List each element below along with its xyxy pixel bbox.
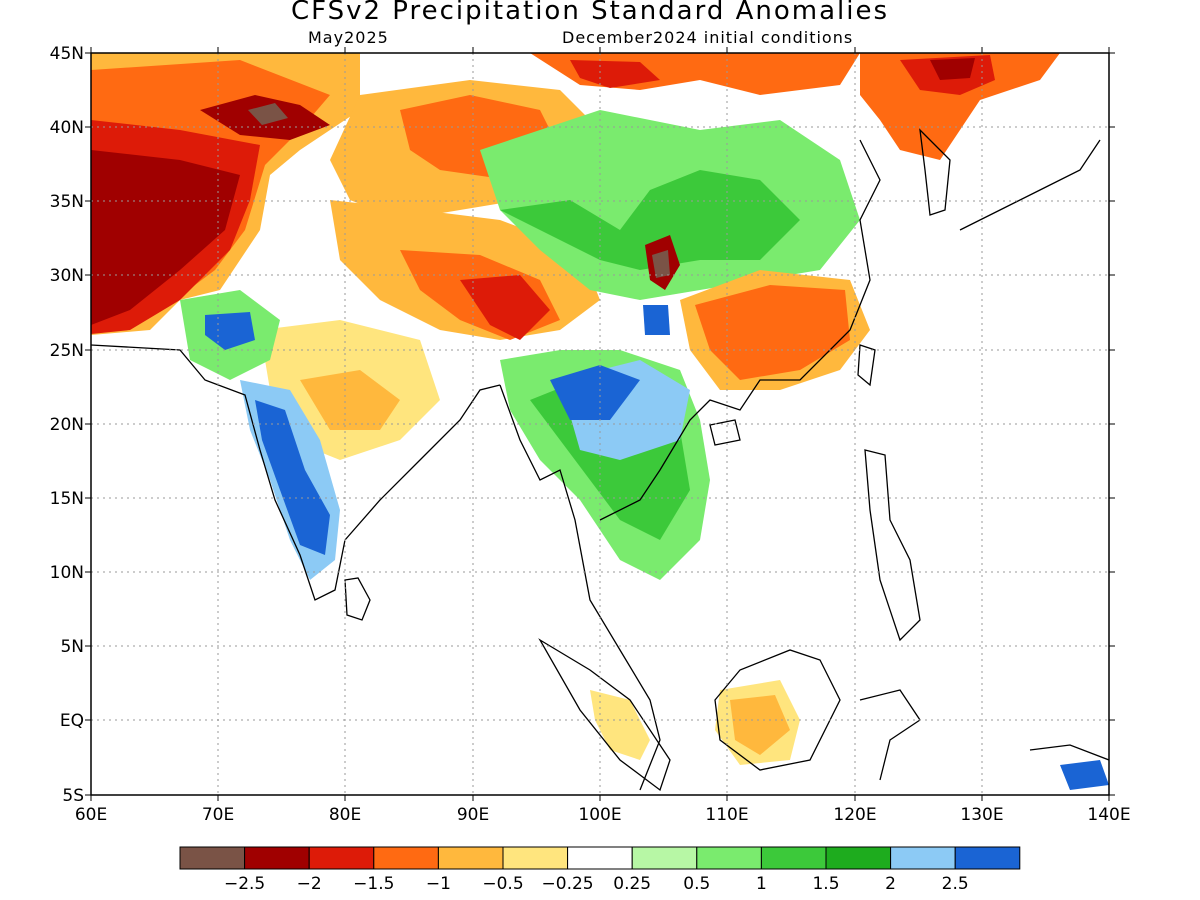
lat-tick-label: 5S (62, 786, 84, 806)
lat-tick-label: 45N (50, 44, 84, 64)
lon-tick-label: 110E (705, 805, 748, 825)
anomaly-region-sichuan-core (652, 250, 670, 278)
colorbar-label: 2 (885, 874, 896, 894)
anomaly-region-central-china-core (500, 170, 800, 270)
colorbar-swatch (244, 846, 310, 870)
colorbar-swatch (373, 846, 439, 870)
colorbar-swatch (502, 846, 569, 870)
coastline-taiwan (857, 344, 876, 387)
coastline-japan (959, 139, 1101, 231)
lat-tick-label: 20N (50, 415, 84, 435)
lon-tick-label: 140E (1087, 805, 1130, 825)
anomaly-region-korea-core (930, 58, 975, 80)
coastline-korea (919, 128, 951, 216)
colorbar-label: 1 (756, 874, 767, 894)
latitude-labels: 45N 40N 35N 30N 25N 20N 15N 10N 5N EQ 5S (50, 44, 84, 806)
initial-conditions: December2024 initial conditions (562, 28, 854, 47)
anomaly-region-pakistan-core (91, 150, 240, 325)
anomaly-region-yunnan-core (643, 305, 670, 335)
anomaly-region-tibet-core (460, 275, 550, 340)
coastline-sumatra (538, 638, 671, 792)
anomaly-region-south-china-core (695, 285, 850, 380)
colorbar-label: 0.25 (613, 874, 651, 894)
colorbar-swatch (308, 846, 375, 870)
target-month: May2025 (308, 28, 389, 47)
anomaly-field (91, 53, 1109, 790)
lon-tick-label: 120E (833, 805, 876, 825)
colorbar-swatch (437, 846, 504, 870)
lat-tick-label: 40N (50, 118, 84, 138)
colorbar-label: −1 (426, 874, 451, 894)
anomaly-region-tajik-core (248, 103, 288, 125)
anomaly-region-borneo-core (730, 695, 790, 755)
map-title: CFSv2 Precipitation Standard Anomalies (290, 0, 890, 26)
colorbar-swatch (696, 846, 762, 870)
lon-tick-label: 80E (329, 805, 361, 825)
lon-tick-label: 60E (75, 805, 107, 825)
colorbar-label: −0.25 (542, 874, 594, 894)
colorbar-swatch (760, 846, 827, 870)
coastline-borneo (714, 649, 841, 771)
anomaly-region-india-center-orange (300, 370, 400, 430)
colorbar-swatch (890, 846, 956, 870)
colorbar-swatch (631, 846, 698, 870)
lat-tick-label: 30N (50, 266, 84, 286)
longitude-labels: 60E 70E 80E 90E 100E 110E 120E 130E 140E (75, 805, 1131, 825)
lat-tick-label: 35N (50, 192, 84, 212)
lat-tick-label: 15N (50, 489, 84, 509)
tick-marks (85, 47, 1115, 801)
coastline-sri-lanka (344, 577, 371, 621)
lon-tick-label: 100E (578, 805, 621, 825)
coastline-new-guinea (1029, 744, 1109, 761)
anomaly-region-western-ghats-core (255, 400, 330, 555)
colorbar-label: 2.5 (942, 874, 969, 894)
coastline-sulawesi (859, 689, 921, 781)
colorbar-label: −2.5 (224, 874, 265, 894)
coastline-vietnam (599, 139, 881, 521)
colorbar-swatch (954, 846, 1021, 870)
colorbar-labels: −2.5 −2 −1.5 −1 −0.5 −0.25 0.25 0.5 1 1.5 2 2.5 (224, 874, 969, 894)
colorbar-label: −0.5 (482, 874, 523, 894)
colorbar-label: −1.5 (353, 874, 394, 894)
gridlines (91, 53, 1109, 795)
lat-tick-label: EQ (60, 711, 84, 731)
colorbar-swatch (825, 846, 892, 870)
lon-tick-label: 130E (960, 805, 1003, 825)
colorbar-label: 1.5 (812, 874, 839, 894)
anomaly-region-northeast-china (860, 53, 1060, 160)
colorbar (179, 846, 1021, 870)
anomaly-region-sumatra (590, 690, 650, 760)
anomaly-region-new-guinea (1060, 760, 1109, 790)
lon-tick-label: 90E (457, 805, 489, 825)
lat-tick-label: 25N (50, 341, 84, 361)
coastline-philippines (864, 449, 921, 642)
colorbar-swatch (567, 846, 633, 870)
anomaly-region-mongolia-core (570, 60, 660, 88)
colorbar-label: −2 (297, 874, 322, 894)
colorbar-swatch (179, 846, 246, 870)
lat-tick-label: 5N (60, 637, 84, 657)
anomaly-region-gujarat-core (205, 312, 255, 350)
lat-tick-label: 10N (50, 563, 84, 583)
anomaly-region-myanmar-core (550, 365, 640, 420)
coastline-hainan (709, 419, 741, 446)
colorbar-label: 0.5 (683, 874, 710, 894)
lon-tick-label: 70E (202, 805, 234, 825)
